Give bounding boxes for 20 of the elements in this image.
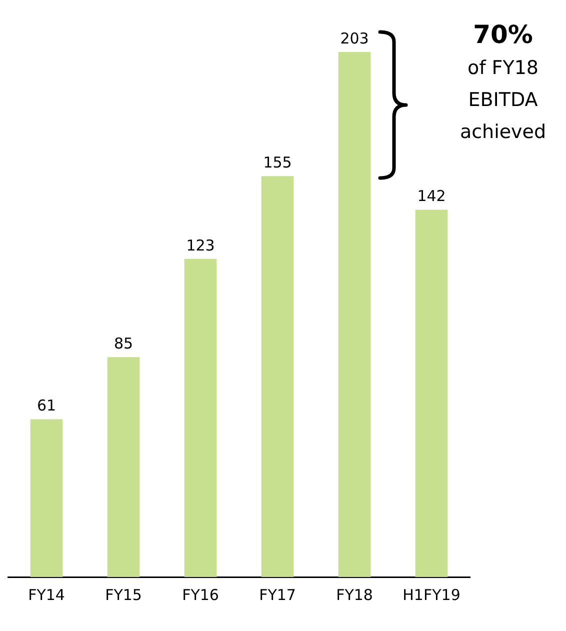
x-tick-label: FY15 [105,586,142,604]
data-label: 203 [340,29,369,48]
x-tick-label: H1FY19 [402,586,460,604]
data-label: 85 [114,334,134,353]
data-label: 142 [417,187,446,206]
x-tick-label: FY14 [28,586,65,604]
annotation: of FY18 EBITDA achieved [458,56,548,145]
text: 70% [472,19,534,51]
bar [415,210,448,577]
bar [261,176,294,577]
bar [338,52,371,577]
bar [107,357,140,577]
x-tick-label: FY17 [259,586,296,604]
data-label: 61 [36,396,56,415]
bar [184,258,217,577]
x-tick-label: FY18 [336,586,373,604]
data-label: 123 [186,236,215,254]
bar [30,419,63,577]
x-tick-label: FY16 [182,586,219,604]
data-label: 155 [263,154,292,172]
